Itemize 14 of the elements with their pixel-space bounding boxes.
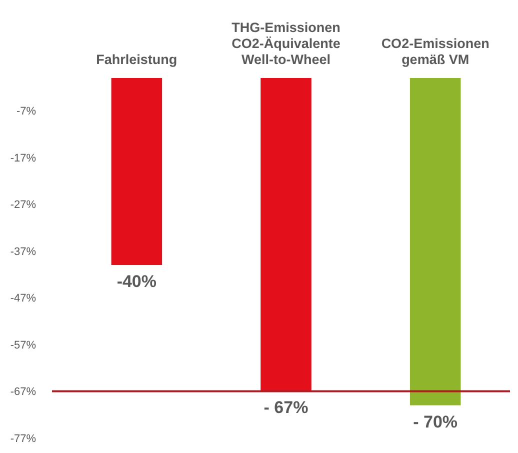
y-tick-label: -17%: [10, 152, 36, 164]
x-tick-label: THG-Emissionen CO2-Äquivalente Well-to-Wheel: [232, 20, 341, 67]
y-tick-label: -27%: [10, 199, 36, 212]
x-tick-label: Fahrleistung: [96, 52, 178, 67]
data-label: - 70%: [413, 412, 458, 432]
data-label: - 67%: [264, 398, 308, 418]
y-tick-label: -77%: [10, 433, 36, 445]
y-tick-label: -47%: [10, 292, 36, 305]
y-tick-label: -67%: [10, 386, 36, 398]
y-tick-label: -37%: [10, 246, 36, 258]
y-tick-label: -7%: [16, 106, 36, 118]
data-label: -40%: [116, 272, 157, 292]
y-tick-label: -57%: [10, 339, 36, 352]
x-tick-label: CO2-Emissionen gemäß VM: [381, 36, 490, 67]
